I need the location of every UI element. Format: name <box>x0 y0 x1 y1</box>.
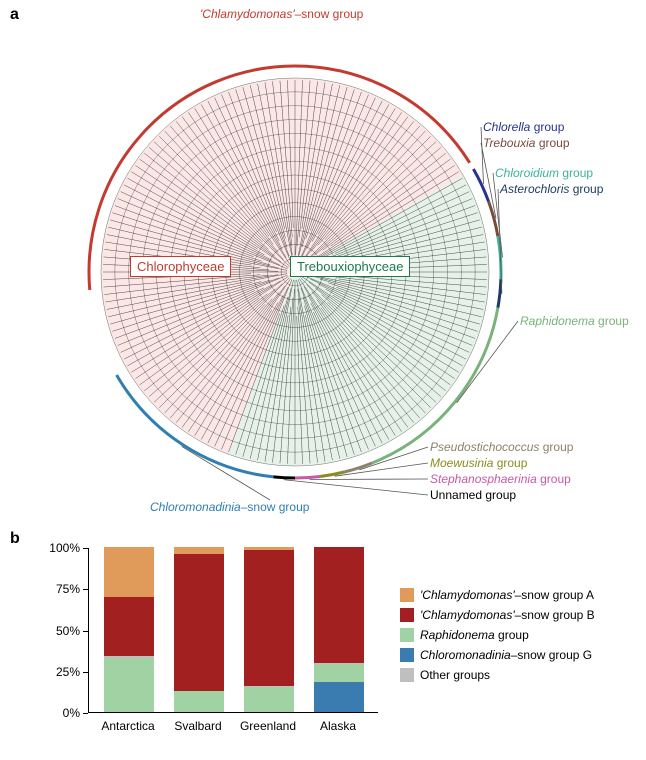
group-label: Pseudostichococcus group <box>430 440 573 454</box>
bar-segment <box>244 550 294 685</box>
x-label: Alaska <box>303 719 373 733</box>
legend-plain: group <box>495 628 529 642</box>
bar-segment <box>174 554 224 691</box>
group-label: Trebouxia group <box>483 136 570 150</box>
legend: 'Chlamydomonas'–snow group A'Chlamydomon… <box>400 588 595 688</box>
legend-italic: 'Chlamydomonas' <box>420 588 515 602</box>
y-tick-label: 0% <box>40 706 80 720</box>
legend-plain: –snow group G <box>511 648 592 662</box>
bar-group <box>174 547 224 712</box>
group-label: Raphidonema group <box>520 314 629 328</box>
bar-segment <box>104 547 154 597</box>
top-group-label: 'Chlamydomonas'–snow group <box>200 7 363 21</box>
panel-a-label: a <box>10 6 19 24</box>
bar-segment <box>314 547 364 663</box>
legend-row: Other groups <box>400 668 595 682</box>
top-group-italic: 'Chlamydomonas' <box>200 7 295 21</box>
bar-group <box>244 547 294 712</box>
group-plain: group <box>539 440 573 454</box>
legend-text: Raphidonema group <box>420 628 529 642</box>
group-plain: group <box>537 472 571 486</box>
legend-plain: –snow group A <box>515 588 594 602</box>
group-italic: Pseudostichococcus <box>430 440 539 454</box>
bar-group <box>314 547 364 712</box>
bar-segment <box>174 547 224 554</box>
group-plain: group <box>569 182 603 196</box>
x-label: Svalbard <box>163 719 233 733</box>
bar-group <box>104 547 154 712</box>
legend-italic: 'Chlamydomonas' <box>420 608 515 622</box>
group-plain: group <box>595 314 629 328</box>
legend-swatch <box>400 648 414 662</box>
group-plain: group <box>559 166 593 180</box>
legend-row: 'Chlamydomonas'–snow group A <box>400 588 595 602</box>
bar-segment <box>314 664 364 682</box>
group-italic: Raphidonema <box>520 314 595 328</box>
bar-segment <box>104 656 154 658</box>
bar-segment <box>314 682 364 712</box>
legend-text: Chloromonadinia–snow group G <box>420 648 592 662</box>
panel-b-label: b <box>10 530 20 548</box>
trebouxiophyceae-label: Trebouxiophyceae <box>297 259 403 274</box>
y-tick-label: 50% <box>40 624 80 638</box>
trebouxiophyceae-box: Trebouxiophyceae <box>290 256 410 277</box>
legend-swatch <box>400 628 414 642</box>
bar-segment <box>244 687 294 712</box>
group-plain: group <box>535 136 569 150</box>
bar-segment <box>104 658 154 712</box>
chloromonadinia-label: Chloromonadinia–snow group <box>150 500 309 514</box>
bottom-italic: Chloromonadinia <box>150 500 241 514</box>
y-tick <box>83 713 88 714</box>
bar-segment <box>314 663 364 665</box>
chlorophyceae-label: Chlorophyceae <box>137 259 224 274</box>
legend-row: Chloromonadinia–snow group G <box>400 648 595 662</box>
bar-segment <box>104 597 154 656</box>
bar-segment <box>244 547 294 550</box>
legend-row: Raphidonema group <box>400 628 595 642</box>
group-label: Asterochloris group <box>500 182 603 196</box>
group-italic: Asterochloris <box>500 182 569 196</box>
legend-swatch <box>400 668 414 682</box>
legend-plain: Other groups <box>420 668 490 682</box>
group-label: Unnamed group <box>430 488 516 502</box>
bottom-plain: –snow group <box>241 500 310 514</box>
group-label: Moewusinia group <box>430 456 527 470</box>
x-label: Antarctica <box>93 719 163 733</box>
legend-row: 'Chlamydomonas'–snow group B <box>400 608 595 622</box>
group-italic: Chlorella <box>483 120 530 134</box>
legend-text: Other groups <box>420 668 490 682</box>
group-italic: Chloroidium <box>495 166 559 180</box>
group-label: Stephanosphaerinia group <box>430 472 571 486</box>
y-tick <box>83 631 88 632</box>
top-group-plain: –snow group <box>295 7 364 21</box>
y-tick <box>83 672 88 673</box>
y-tick-label: 75% <box>40 582 80 596</box>
group-plain: Unnamed group <box>430 488 516 502</box>
y-tick <box>83 589 88 590</box>
group-italic: Stephanosphaerinia <box>430 472 537 486</box>
stacked-bar-chart: 0%25%50%75%100% AntarcticaSvalbardGreenl… <box>40 548 600 748</box>
x-label: Greenland <box>233 719 303 733</box>
group-italic: Moewusinia <box>430 456 493 470</box>
legend-italic: Chloromonadinia <box>420 648 511 662</box>
phylogenetic-tree: 'Chlamydomonas'–snow group Chlorophyceae… <box>30 10 590 530</box>
legend-italic: Raphidonema <box>420 628 495 642</box>
bar-segment <box>174 691 224 712</box>
group-italic: Trebouxia <box>483 136 535 150</box>
group-plain: group <box>493 456 527 470</box>
y-tick-label: 100% <box>40 541 80 555</box>
legend-text: 'Chlamydomonas'–snow group B <box>420 608 595 622</box>
group-label: Chloroidium group <box>495 166 593 180</box>
y-tick <box>83 548 88 549</box>
legend-swatch <box>400 608 414 622</box>
y-tick-label: 25% <box>40 665 80 679</box>
bar-segment <box>244 686 294 688</box>
group-label: Chlorella group <box>483 120 564 134</box>
chlorophyceae-box: Chlorophyceae <box>130 256 231 277</box>
group-plain: group <box>530 120 564 134</box>
legend-text: 'Chlamydomonas'–snow group A <box>420 588 594 602</box>
legend-swatch <box>400 588 414 602</box>
legend-plain: –snow group B <box>515 608 595 622</box>
bars-container <box>88 548 378 713</box>
